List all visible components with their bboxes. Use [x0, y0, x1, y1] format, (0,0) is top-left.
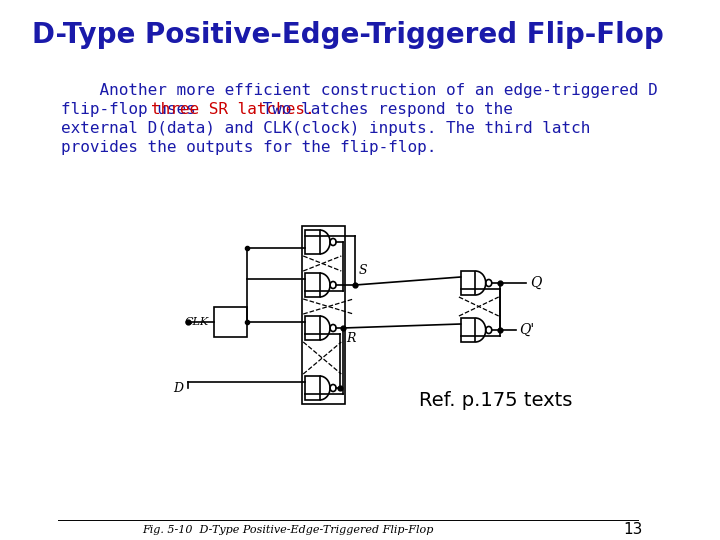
Text: Q': Q' — [519, 323, 535, 337]
Text: R: R — [346, 332, 356, 345]
Text: Another more efficient construction of an edge-triggered D: Another more efficient construction of a… — [61, 83, 658, 98]
Bar — [302, 226, 345, 404]
Text: external D(data) and CLK(clock) inputs. The third latch: external D(data) and CLK(clock) inputs. … — [61, 121, 590, 136]
Text: flip-flop uses: flip-flop uses — [61, 102, 205, 117]
Text: Ref. p.175 texts: Ref. p.175 texts — [418, 390, 572, 409]
Text: D-Type Positive-Edge-Triggered Flip-Flop: D-Type Positive-Edge-Triggered Flip-Flop — [32, 21, 664, 49]
Bar — [305, 230, 320, 254]
Bar — [461, 271, 475, 295]
Bar — [214, 307, 247, 337]
Text: provides the outputs for the flip-flop.: provides the outputs for the flip-flop. — [61, 140, 436, 155]
Text: 13: 13 — [623, 523, 642, 537]
Bar — [305, 273, 320, 297]
Bar — [461, 318, 475, 342]
Text: CLK: CLK — [185, 317, 209, 327]
Text: Two latches respond to the: Two latches respond to the — [253, 102, 513, 117]
Text: D: D — [173, 381, 183, 395]
Bar — [305, 376, 320, 400]
Text: Fig. 5-10  D-Type Positive-Edge-Triggered Flip-Flop: Fig. 5-10 D-Type Positive-Edge-Triggered… — [142, 525, 433, 535]
Text: three SR latches.: three SR latches. — [151, 102, 315, 117]
Bar — [305, 316, 320, 340]
Text: S: S — [359, 265, 367, 278]
Text: Q: Q — [530, 276, 541, 290]
